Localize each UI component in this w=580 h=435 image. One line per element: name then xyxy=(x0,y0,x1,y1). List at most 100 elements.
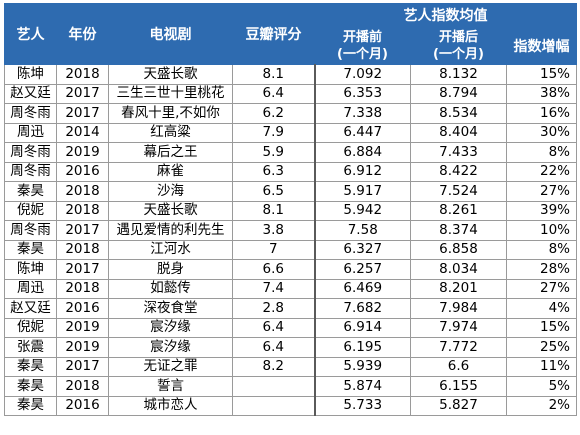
table-row: 秦昊 2018 誓言 5.874 6.155 5% xyxy=(4,376,578,397)
cell-growth: 11% xyxy=(505,356,578,377)
cell-artist: 周冬雨 xyxy=(4,142,57,163)
cell-index-before: 5.733 xyxy=(313,395,411,416)
cell-index-before: 5.874 xyxy=(313,376,411,397)
cell-douban-score: 8.1 xyxy=(232,64,315,85)
header-before: 开播前 (一个月) xyxy=(314,26,411,65)
cell-douban-score: 6.4 xyxy=(232,83,315,104)
cell-artist: 周迅 xyxy=(4,122,57,143)
cell-drama: 宸汐缘 xyxy=(108,317,233,338)
table-row: 张震 2019 宸汐缘 6.4 6.195 7.772 25% xyxy=(4,337,578,358)
cell-index-before: 6.257 xyxy=(313,259,411,280)
cell-index-after: 8.132 xyxy=(410,64,507,85)
cell-douban-score: 6.3 xyxy=(232,161,315,182)
cell-index-before: 7.682 xyxy=(313,298,411,319)
cell-douban-score xyxy=(232,376,315,397)
header-after: 开播后 (一个月) xyxy=(410,26,507,65)
cell-artist: 秦昊 xyxy=(4,356,57,377)
cell-index-before: 7.58 xyxy=(313,220,411,241)
cell-growth: 22% xyxy=(505,161,578,182)
cell-growth: 39% xyxy=(505,200,578,221)
artist-index-table: 艺人 年份 电视剧 豆瓣评分 艺人指数均值 开播前 (一个月) 开播后 (一个月… xyxy=(4,3,578,416)
cell-drama: 沙海 xyxy=(108,181,233,202)
header-douban-score: 豆瓣评分 xyxy=(232,3,315,65)
cell-drama: 天盛长歌 xyxy=(108,64,233,85)
cell-drama: 深夜食堂 xyxy=(108,298,233,319)
cell-drama: 红高粱 xyxy=(108,122,233,143)
cell-index-before: 6.914 xyxy=(313,317,411,338)
cell-growth: 16% xyxy=(505,103,578,124)
cell-year: 2019 xyxy=(56,317,109,338)
cell-artist: 陈坤 xyxy=(4,64,57,85)
cell-douban-score: 7.4 xyxy=(232,278,315,299)
cell-drama: 天盛长歌 xyxy=(108,200,233,221)
data-table-wrapper: 艺人 年份 电视剧 豆瓣评分 艺人指数均值 开播前 (一个月) 开播后 (一个月… xyxy=(4,3,578,416)
header-row-bottom: 开播前 (一个月) 开播后 (一个月) 指数增幅 xyxy=(5,26,578,65)
cell-index-after: 8.422 xyxy=(410,161,507,182)
cell-year: 2019 xyxy=(56,337,109,358)
header-index-group: 艺人指数均值 xyxy=(313,3,578,27)
cell-index-after: 8.374 xyxy=(410,220,507,241)
cell-index-after: 8.534 xyxy=(410,103,507,124)
cell-year: 2016 xyxy=(56,161,109,182)
cell-artist: 张震 xyxy=(4,337,57,358)
cell-index-after: 8.261 xyxy=(410,200,507,221)
cell-growth: 27% xyxy=(505,278,578,299)
cell-year: 2018 xyxy=(56,181,109,202)
cell-drama: 春风十里,不如你 xyxy=(108,103,233,124)
cell-growth: 8% xyxy=(505,142,578,163)
cell-index-after: 7.433 xyxy=(410,142,507,163)
cell-douban-score xyxy=(232,395,315,416)
cell-growth: 25% xyxy=(505,337,578,358)
cell-artist: 周冬雨 xyxy=(4,161,57,182)
cell-index-after: 8.794 xyxy=(410,83,507,104)
cell-year: 2017 xyxy=(56,103,109,124)
table-row: 周冬雨 2017 春风十里,不如你 6.2 7.338 8.534 16% xyxy=(4,103,578,124)
cell-index-after: 7.772 xyxy=(410,337,507,358)
cell-index-after: 8.404 xyxy=(410,122,507,143)
header-artist: 艺人 xyxy=(4,3,57,65)
cell-growth: 30% xyxy=(505,122,578,143)
cell-artist: 秦昊 xyxy=(4,239,57,260)
cell-index-before: 5.942 xyxy=(313,200,411,221)
cell-index-after: 7.984 xyxy=(410,298,507,319)
cell-index-before: 6.912 xyxy=(313,161,411,182)
cell-drama: 无证之罪 xyxy=(108,356,233,377)
cell-drama: 宸汐缘 xyxy=(108,337,233,358)
table-body: 陈坤 2018 天盛长歌 8.1 7.092 8.132 15% 赵又廷 2017 三生三世十里桃… xyxy=(4,64,578,416)
table-row: 秦昊 2016 城市恋人 5.733 5.827 2% xyxy=(4,395,578,416)
table-row: 秦昊 2018 江河水 7 6.327 6.858 8% xyxy=(4,239,578,260)
cell-douban-score: 8.2 xyxy=(232,356,315,377)
table-row: 周冬雨 2017 遇见爱情的利先生 3.8 7.58 8.374 10% xyxy=(4,220,578,241)
cell-growth: 28% xyxy=(505,259,578,280)
cell-douban-score: 7 xyxy=(232,239,315,260)
cell-drama: 誓言 xyxy=(108,376,233,397)
cell-year: 2019 xyxy=(56,142,109,163)
cell-artist: 周冬雨 xyxy=(4,220,57,241)
table-row: 秦昊 2018 沙海 6.5 5.917 7.524 27% xyxy=(4,181,578,202)
cell-artist: 周迅 xyxy=(4,278,57,299)
cell-artist: 倪妮 xyxy=(4,200,57,221)
cell-year: 2018 xyxy=(56,278,109,299)
cell-drama: 脱身 xyxy=(108,259,233,280)
cell-year: 2017 xyxy=(56,356,109,377)
cell-year: 2016 xyxy=(56,298,109,319)
cell-douban-score: 6.5 xyxy=(232,181,315,202)
cell-drama: 城市恋人 xyxy=(108,395,233,416)
cell-index-after: 8.201 xyxy=(410,278,507,299)
cell-year: 2014 xyxy=(56,122,109,143)
header-drama: 电视剧 xyxy=(108,3,233,65)
cell-growth: 8% xyxy=(505,239,578,260)
cell-index-after: 7.974 xyxy=(410,317,507,338)
cell-year: 2017 xyxy=(56,220,109,241)
cell-douban-score: 6.4 xyxy=(232,337,315,358)
cell-index-after: 7.524 xyxy=(410,181,507,202)
cell-year: 2017 xyxy=(56,83,109,104)
header-after-line1: 开播后 xyxy=(438,29,478,45)
table-row: 赵又廷 2017 三生三世十里桃花 6.4 6.353 8.794 38% xyxy=(4,83,578,104)
cell-index-before: 6.469 xyxy=(313,278,411,299)
table-row: 秦昊 2017 无证之罪 8.2 5.939 6.6 11% xyxy=(4,356,578,377)
header-before-line1: 开播前 xyxy=(342,29,382,45)
cell-year: 2018 xyxy=(56,239,109,260)
cell-drama: 幕后之王 xyxy=(108,142,233,163)
cell-artist: 秦昊 xyxy=(4,395,57,416)
